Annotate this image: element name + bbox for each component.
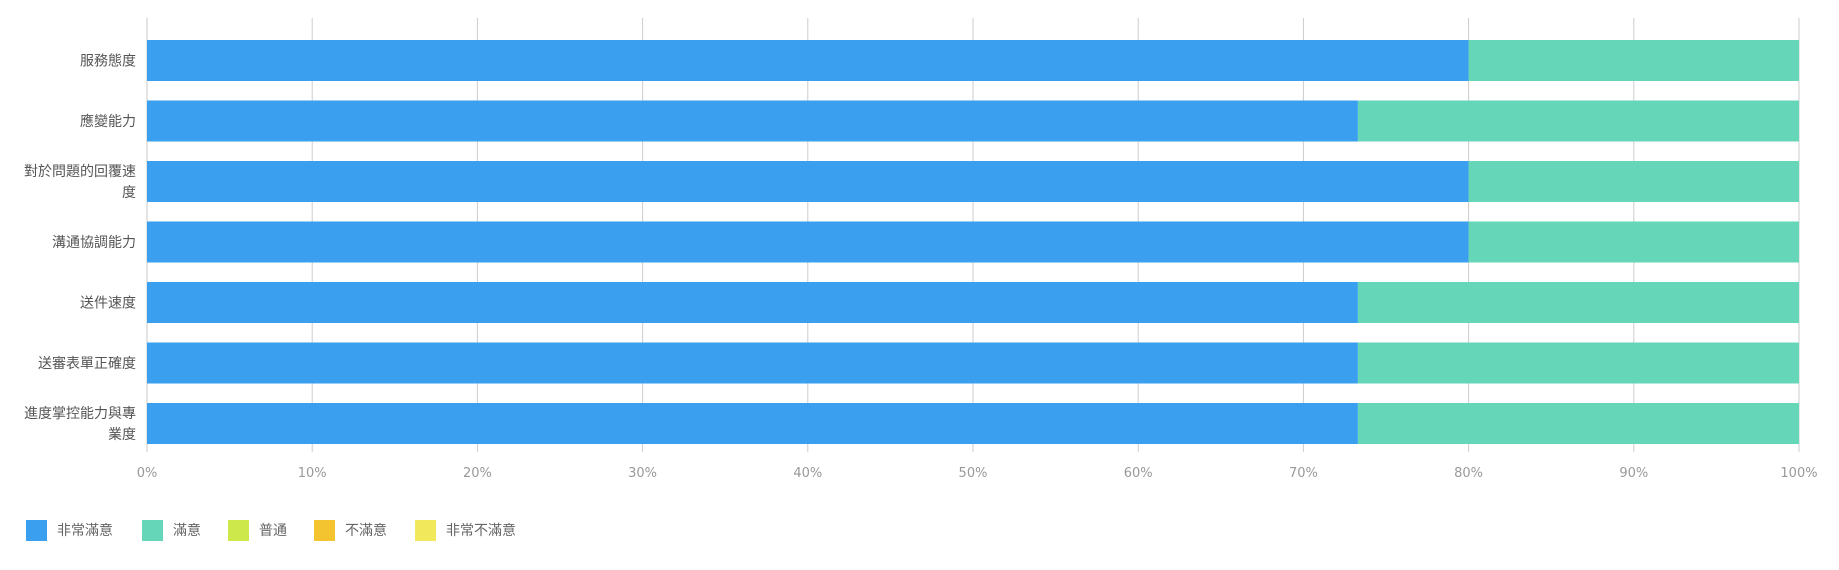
category-label: 送件速度 <box>80 296 136 312</box>
legend-item[interactable]: 不滿意 <box>314 520 387 541</box>
category-label: 進度掌控能力與專業度 <box>24 406 136 443</box>
x-tick-label: 10% <box>298 466 327 481</box>
legend-item[interactable]: 非常不滿意 <box>415 520 516 541</box>
bar-segment[interactable] <box>1357 403 1799 444</box>
category-label: 溝通協調能力 <box>52 235 136 251</box>
bar-segment[interactable] <box>147 40 1469 81</box>
category-label: 應變能力 <box>80 113 136 130</box>
bar-segment[interactable] <box>147 221 1469 263</box>
category-label: 對於問題的回覆速度 <box>24 164 136 201</box>
x-tick-label: 40% <box>793 466 822 481</box>
legend-item[interactable]: 普通 <box>228 520 287 541</box>
legend-label: 普通 <box>259 523 287 539</box>
bar-segment[interactable] <box>1357 342 1799 384</box>
legend-swatch <box>415 520 436 541</box>
category-label: 服務態度 <box>80 54 136 70</box>
legend-swatch <box>26 520 47 541</box>
x-tick-label: 20% <box>463 466 492 481</box>
x-tick-label: 0% <box>137 466 158 481</box>
legend-item[interactable]: 滿意 <box>142 520 201 541</box>
legend-label: 滿意 <box>173 522 201 539</box>
x-tick-label: 30% <box>628 466 657 481</box>
bar-segment[interactable] <box>1468 40 1799 81</box>
x-tick-label: 60% <box>1124 466 1153 481</box>
bar-segment[interactable] <box>147 342 1358 384</box>
bar-segment[interactable] <box>147 161 1469 202</box>
legend-swatch <box>228 520 249 541</box>
bar-segment[interactable] <box>1357 100 1799 142</box>
bar-segment[interactable] <box>147 282 1358 323</box>
x-tick-labels: 0% 10% 20% 30% 40% 50% 60% 70% 80% 90% 100% <box>137 466 1818 481</box>
legend-item[interactable]: 非常滿意 <box>26 520 113 541</box>
legend-swatch <box>314 520 335 541</box>
category-label: 送審表單正確度 <box>38 356 136 372</box>
legend-swatch <box>142 520 163 541</box>
legend-label: 非常不滿意 <box>446 522 516 539</box>
legend-label: 不滿意 <box>345 522 387 539</box>
category-labels: 服務態度應變能力對於問題的回覆速度溝通協調能力送件速度送審表單正確度進度掌控能力… <box>24 54 136 444</box>
x-tick-label: 90% <box>1619 466 1648 481</box>
legend[interactable]: 非常滿意 滿意 普通 不滿意 非常不滿意 <box>26 520 516 541</box>
bar-segment[interactable] <box>147 100 1358 142</box>
x-tick-label: 50% <box>959 466 988 481</box>
bar-segment[interactable] <box>1357 282 1799 323</box>
bar-segment[interactable] <box>1468 161 1799 202</box>
x-tick-label: 80% <box>1454 466 1483 481</box>
legend-label: 非常滿意 <box>57 522 113 539</box>
x-tick-label: 70% <box>1289 466 1318 481</box>
bar-segment[interactable] <box>1468 221 1799 263</box>
x-tick-label: 100% <box>1780 466 1817 481</box>
bars <box>147 40 1799 444</box>
bar-segment[interactable] <box>147 403 1358 444</box>
